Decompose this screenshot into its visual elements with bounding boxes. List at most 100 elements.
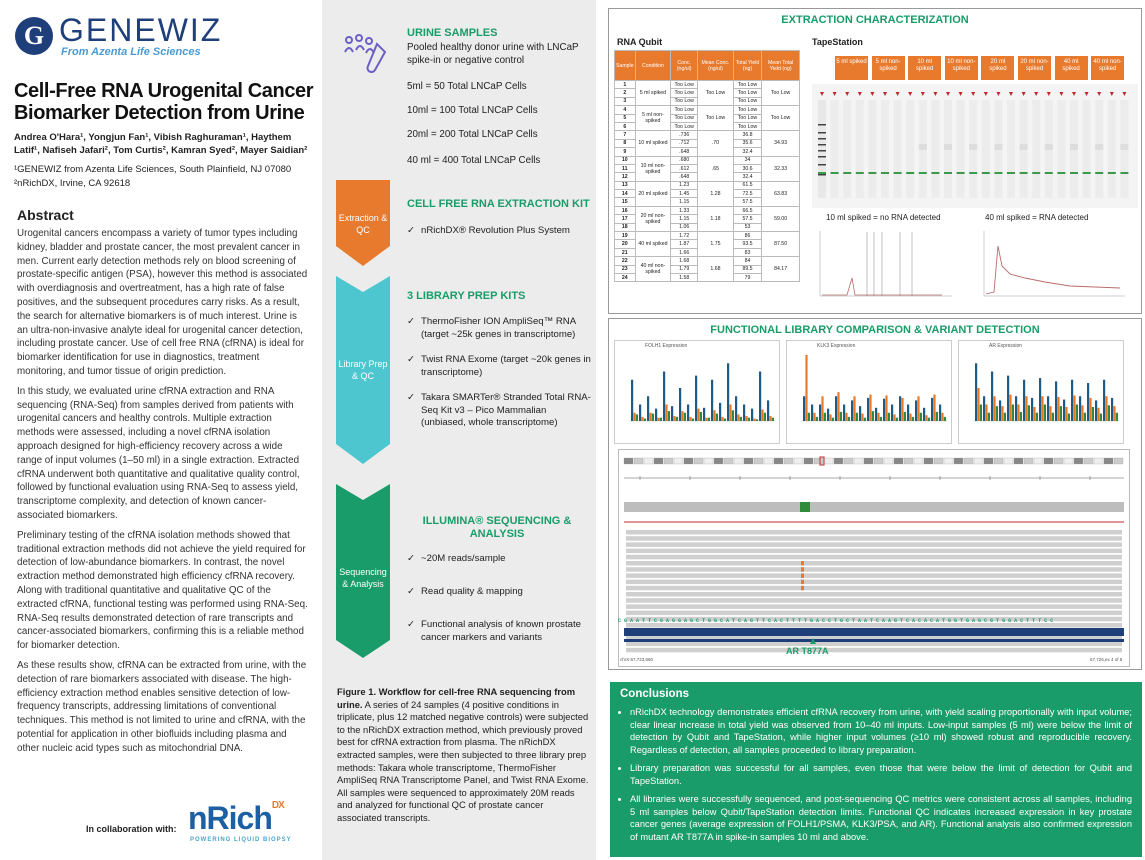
lane-marker [1097,92,1102,96]
expression-bar [863,417,866,421]
ideogram-band [1083,457,1094,465]
expression-bar [639,404,642,421]
expression-bar [903,411,906,421]
read-mismatch [801,585,804,591]
lane-marker [870,92,875,96]
check-icon: ✓ [407,354,416,365]
affiliation-1: ¹GENEWIZ from Azenta Life Sciences, Sout… [14,164,292,175]
lane-marker [983,92,988,96]
stage-sequencing-label: Sequencing & Analysis [339,567,387,589]
conclusions-box: Conclusions nRichDX technology demonstra… [610,682,1142,857]
expression-bar [851,400,854,421]
tapestation-column-header: 10 ml spiked [908,56,942,80]
expression-bar [1091,406,1094,421]
ideogram-band [993,457,1004,465]
tapestation-column-header: 5 ml non-spiked [871,56,905,80]
expression-bar [805,355,808,421]
tapestation-column-header: 20 ml spiked [981,56,1015,80]
expression-bar [871,411,874,421]
table-row: 24 1.58 79 [614,272,800,283]
expression-bar [663,371,666,421]
expression-bar [1105,396,1108,421]
expression-bar [943,416,946,421]
affiliation-2: ²nRichDX, Irvine, CA 92618 [14,178,131,189]
expression-bar [1041,396,1044,421]
ideogram-band [973,457,984,465]
lane-marker [1084,92,1089,96]
qubit-heading: RNA Qubit [617,37,663,47]
expression-bar [1049,406,1052,421]
expression-bar [647,396,650,421]
ideogram-band [783,457,794,465]
expression-bar [747,417,750,421]
expression-bar [1103,379,1106,421]
abstract-body: Urogenital cancers encompass a variety o… [17,227,309,761]
expression-bar [1107,405,1110,421]
expression-bar [815,416,818,421]
protein-track [624,628,1124,636]
ideogram-band [793,457,804,465]
library-prep-chevron [336,276,390,464]
gel-lane [1107,100,1116,198]
lower-marker [868,172,877,174]
ladder-band [818,150,826,152]
read [626,623,1122,628]
tapestation-column-header: 40 ml spiked [1054,56,1088,80]
check-icon: ✓ [407,619,416,630]
lower-marker [1032,172,1041,174]
urine-volume-line: 5ml = 50 Total LNCaP Cells [407,81,527,92]
expression-bar [877,412,880,421]
ladder-band [818,144,826,146]
rna-smear [944,144,952,150]
expression-bar [755,419,758,421]
expression-bar [631,379,634,421]
expression-bar [649,412,652,421]
extraction-chevron [336,180,390,266]
expression-bar [759,371,762,421]
expression-bar [651,413,654,421]
lane-marker [1109,92,1114,96]
expression-bar [1099,413,1102,421]
nrichdx-logo: nRichDX [188,800,285,837]
gel-lane [818,100,826,198]
expression-bar [743,404,746,421]
ideogram-band [893,457,904,465]
ideogram-band [693,457,704,465]
ideogram-band [963,457,974,465]
lower-marker [1007,172,1015,174]
expression-bar [813,412,816,421]
ideogram-band [873,457,884,465]
ideogram-band [1093,457,1104,465]
expression-bar [985,404,988,421]
igv-coord-right: 67,726,ex 4 of 8 [1090,657,1123,662]
expression-bar [665,404,668,421]
lower-marker [918,172,927,174]
expression-bar [679,388,682,421]
ideogram-band [883,457,894,465]
table-header: Mean Total Yield (ng) [761,50,800,81]
expression-bar [1095,400,1098,421]
expression-bar [657,417,660,421]
table-row: 5 Too Low Too Low [614,113,800,123]
expression-bar [675,416,678,421]
rna-smear [1095,144,1104,150]
expression-bar [827,408,830,421]
sequencing-bullet: ✓ Functional analysis of known prostate c… [407,619,581,643]
gel-lane [855,100,864,198]
table-header: Mean Conc. (ng/ul) [697,50,734,81]
read-mismatch [801,561,804,566]
expression-bar [907,404,910,421]
ideogram-band [1033,457,1044,465]
sequencing-bullet: ✓ ~20M reads/sample [407,553,506,564]
lower-marker [931,172,940,174]
gel-lane [1057,100,1066,198]
expression-bar [987,412,990,421]
expression-bar [1033,406,1036,421]
ideogram-band [1013,457,1024,465]
lane-marker [958,92,963,96]
variant-arrow-icon [810,638,816,644]
expression-bar [931,397,934,421]
expression-bar [633,412,636,421]
sequencing-bullet: ✓ Read quality & mapping [407,586,523,597]
expression-bar [721,416,724,421]
